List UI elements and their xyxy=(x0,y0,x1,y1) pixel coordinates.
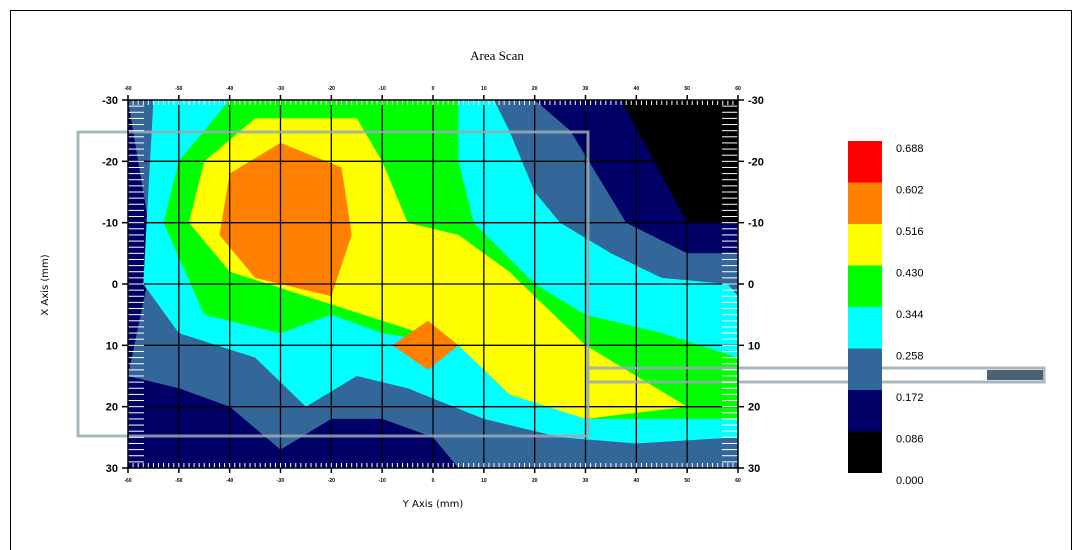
probe-stem xyxy=(586,366,1046,384)
x-tick-label-bottom: 40 xyxy=(634,478,640,484)
x-tick-label-bottom: 0 xyxy=(432,478,435,484)
y-tick-label-right: 30 xyxy=(748,463,760,475)
x-tick-label-top: -30 xyxy=(277,86,284,92)
legend-swatch xyxy=(848,431,882,473)
legend-label: 0.516 xyxy=(896,226,924,238)
legend-swatch xyxy=(848,307,882,349)
axes: -30 -20 -10 0 10 20 30 -30 -20 -10 0 10 20 30 -60 -50 -4… xyxy=(102,86,764,484)
x-tick-label-bottom: -20 xyxy=(328,478,335,484)
x-tick-label-bottom: -60 xyxy=(124,478,131,484)
legend-swatch xyxy=(848,265,882,307)
legend-label: 0.172 xyxy=(896,392,924,404)
probe-outline-rect xyxy=(76,130,590,438)
y-tick-label-right: -30 xyxy=(748,95,764,107)
x-tick-label-top: -50 xyxy=(175,86,182,92)
y-tick-label-left: 30 xyxy=(106,463,118,475)
x-tick-label-top: 10 xyxy=(481,86,487,92)
x-tick-label-bottom: 50 xyxy=(684,478,690,484)
legend-label: 0.258 xyxy=(896,351,924,363)
x-tick-label-top: -40 xyxy=(226,86,233,92)
legend-label: 0.430 xyxy=(896,268,924,280)
x-axis-label: Y Axis (mm) xyxy=(402,499,464,510)
y-tick-label-right: 20 xyxy=(748,402,760,414)
legend-label: 0.602 xyxy=(896,185,924,197)
x-tick-label-top: 0 xyxy=(432,86,435,92)
y-tick-label-right: 0 xyxy=(748,279,754,291)
y-tick-label-right: 10 xyxy=(748,340,760,352)
x-tick-label-bottom: 20 xyxy=(532,478,538,484)
chart-frame xyxy=(10,10,1072,550)
legend-swatch xyxy=(848,141,882,183)
x-tick-label-top: 40 xyxy=(634,86,640,92)
chart-title: Area Scan xyxy=(470,48,524,63)
plot-area xyxy=(128,100,738,468)
y-tick-label-left: -30 xyxy=(102,95,118,107)
x-tick-label-top: -10 xyxy=(379,86,386,92)
contour-region-7 xyxy=(128,376,459,468)
legend: 0.688 0.602 0.516 0.430 0.344 0.258 0.172 0.086… xyxy=(848,141,924,487)
legend-swatch xyxy=(848,224,882,266)
legend-label: 0.344 xyxy=(896,309,924,321)
y-tick-label-right: -20 xyxy=(748,156,764,168)
y-tick-label-right: -10 xyxy=(748,218,764,230)
x-tick-label-top: 30 xyxy=(583,86,589,92)
x-tick-label-bottom: 30 xyxy=(583,478,589,484)
y-tick-label-left: -10 xyxy=(102,218,118,230)
legend-swatch xyxy=(848,348,882,390)
x-tick-label-top: 50 xyxy=(684,86,690,92)
x-tick-label-bottom: -30 xyxy=(277,478,284,484)
y-tick-label-left: 20 xyxy=(106,402,118,414)
x-tick-label-bottom: -50 xyxy=(175,478,182,484)
probe-outline xyxy=(76,130,1046,438)
y-axis-label: X Axis (mm) xyxy=(40,254,51,315)
legend-swatch xyxy=(848,182,882,224)
x-tick-label-top: 60 xyxy=(735,86,741,92)
x-tick-label-bottom: -40 xyxy=(226,478,233,484)
probe-tip xyxy=(987,370,1043,380)
x-tick-label-bottom: 10 xyxy=(481,478,487,484)
legend-label: 0.000 xyxy=(896,475,924,487)
x-tick-label-bottom: 60 xyxy=(735,478,741,484)
y-tick-label-left: -20 xyxy=(102,156,118,168)
x-tick-label-top: -20 xyxy=(328,86,335,92)
y-tick-label-left: 0 xyxy=(112,279,118,291)
contour-layer xyxy=(128,100,738,468)
legend-swatch xyxy=(848,390,882,432)
contour-region-4 xyxy=(219,142,352,297)
y-tick-label-left: 10 xyxy=(106,340,118,352)
legend-label: 0.688 xyxy=(896,143,924,155)
x-tick-label-top: -60 xyxy=(124,86,131,92)
legend-label: 0.086 xyxy=(896,434,924,446)
x-tick-label-bottom: -10 xyxy=(379,478,386,484)
x-tick-label-top: 20 xyxy=(532,86,538,92)
